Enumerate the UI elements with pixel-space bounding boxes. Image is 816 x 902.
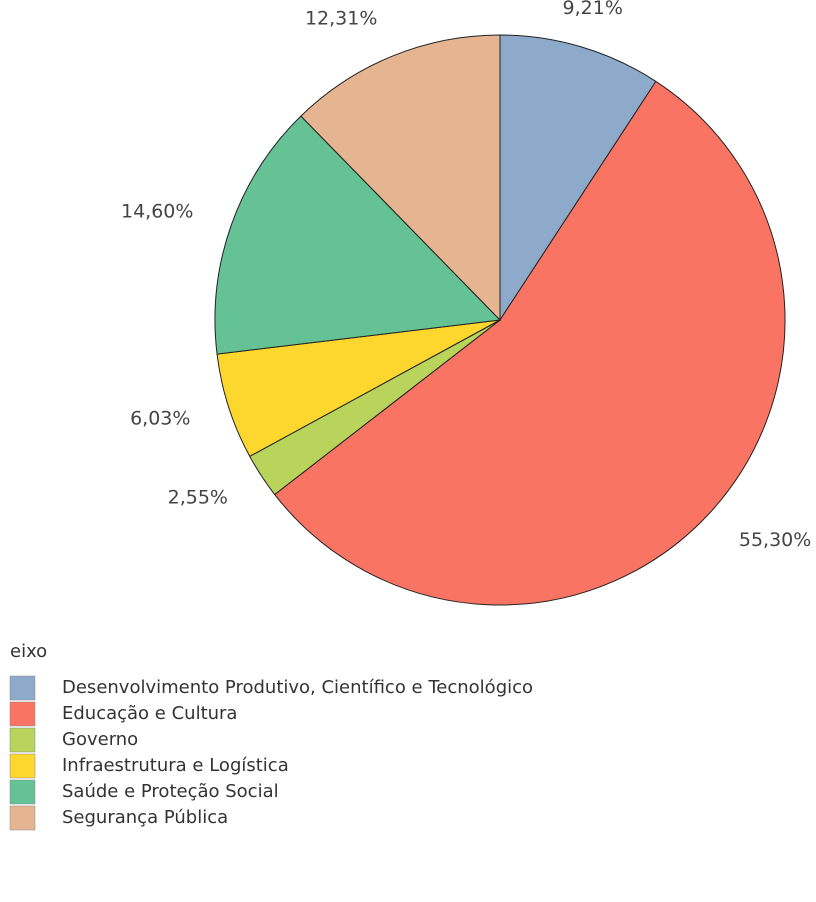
- legend-title: eixo: [10, 641, 47, 662]
- data-label: 14,60%: [121, 201, 193, 223]
- legend-label: Desenvolvimento Produtivo, Científico e …: [62, 677, 533, 698]
- legend-swatch: [9, 727, 36, 753]
- legend-swatch: [9, 701, 36, 727]
- legend-label: Educação e Cultura: [62, 703, 237, 724]
- pie-slice: [214, 115, 502, 355]
- pie-slice: [499, 34, 657, 322]
- data-label: 2,55%: [168, 486, 228, 508]
- legend-swatch: [9, 805, 36, 831]
- legend-label: Saúde e Proteção Social: [62, 781, 279, 802]
- pie-slice: [300, 34, 501, 322]
- legend-swatch: [9, 675, 36, 701]
- data-label: 9,21%: [563, 0, 623, 19]
- data-label: 12,31%: [305, 8, 377, 30]
- legend-swatch: [9, 779, 36, 805]
- legend-label: Infraestrutura e Logística: [62, 755, 289, 776]
- data-label: 55,30%: [739, 529, 811, 551]
- legend-swatch: [9, 753, 36, 779]
- legend-label: Segurança Pública: [62, 807, 228, 828]
- data-label: 6,03%: [130, 407, 190, 429]
- pie-slice: [273, 80, 786, 606]
- legend-label: Governo: [62, 729, 138, 750]
